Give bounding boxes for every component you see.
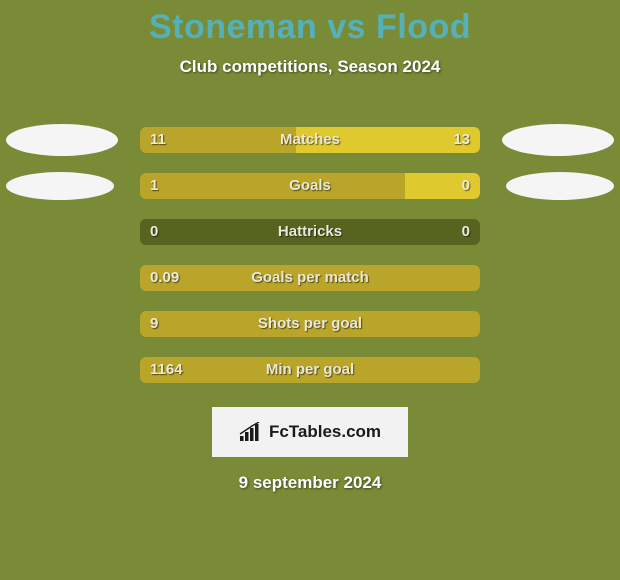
branding-text: FcTables.com bbox=[269, 422, 381, 442]
stat-label: Hattricks bbox=[278, 219, 342, 245]
stat-row: 9 Shots per goal bbox=[0, 301, 620, 347]
stat-value-home: 11 bbox=[150, 127, 166, 153]
stat-label: Min per goal bbox=[266, 357, 354, 383]
stat-value-home: 1164 bbox=[150, 357, 183, 383]
stat-label: Matches bbox=[280, 127, 340, 153]
stat-bar-track: 1164 Min per goal bbox=[140, 357, 480, 383]
branding-logo-icon bbox=[239, 422, 263, 442]
stat-row: 1 0 Goals bbox=[0, 163, 620, 209]
stat-value-away: 0 bbox=[462, 219, 470, 245]
stat-label: Goals per match bbox=[251, 265, 369, 291]
stats-rows: 11 13 Matches 1 0 Goals 0 0 Hattricks 0.09 Goals p… bbox=[0, 117, 620, 393]
stat-value-home: 0 bbox=[150, 219, 158, 245]
team-home-ellipse-icon bbox=[6, 124, 118, 156]
page-title: Stoneman vs Flood bbox=[0, 0, 620, 47]
branding-badge: FcTables.com bbox=[212, 407, 408, 457]
team-away-ellipse-icon bbox=[506, 172, 614, 200]
stat-bar-track: 1 0 Goals bbox=[140, 173, 480, 199]
stat-bar-track: 0.09 Goals per match bbox=[140, 265, 480, 291]
stat-row: 11 13 Matches bbox=[0, 117, 620, 163]
date-text: 9 september 2024 bbox=[0, 473, 620, 493]
stat-label: Goals bbox=[289, 173, 331, 199]
stat-row: 0 0 Hattricks bbox=[0, 209, 620, 255]
stat-bar-home bbox=[140, 173, 405, 199]
stat-bar-track: 11 13 Matches bbox=[140, 127, 480, 153]
team-home-ellipse-icon bbox=[6, 172, 114, 200]
stat-value-home: 9 bbox=[150, 311, 158, 337]
page-subtitle: Club competitions, Season 2024 bbox=[0, 57, 620, 77]
stat-value-away: 0 bbox=[462, 173, 470, 199]
comparison-card: Stoneman vs Flood Club competitions, Sea… bbox=[0, 0, 620, 580]
stat-bar-track: 0 0 Hattricks bbox=[140, 219, 480, 245]
stat-label: Shots per goal bbox=[258, 311, 362, 337]
stat-value-home: 1 bbox=[150, 173, 158, 199]
stat-value-home: 0.09 bbox=[150, 265, 179, 291]
stat-bar-track: 9 Shots per goal bbox=[140, 311, 480, 337]
stat-row: 0.09 Goals per match bbox=[0, 255, 620, 301]
team-away-ellipse-icon bbox=[502, 124, 614, 156]
stat-value-away: 13 bbox=[453, 127, 470, 153]
stat-row: 1164 Min per goal bbox=[0, 347, 620, 393]
